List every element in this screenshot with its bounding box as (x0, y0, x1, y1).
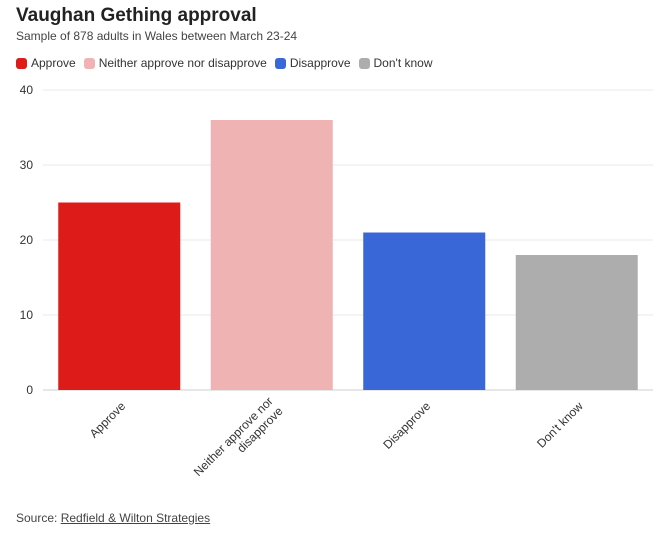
legend-swatch (274, 57, 286, 69)
x-tick-label-line: Don't know (534, 399, 586, 451)
y-tick-label: 30 (20, 158, 34, 172)
x-tick-label: Don't know (534, 399, 586, 451)
bar (58, 202, 181, 390)
legend-swatch (358, 57, 370, 69)
y-axis: 0 10 20 30 40 (20, 83, 34, 397)
y-tick-label: 20 (20, 233, 34, 247)
bar (210, 120, 333, 390)
chart-title: Vaughan Gething approval (16, 5, 257, 26)
x-tick-label-line: Neither approve nor (191, 394, 276, 479)
source-link[interactable]: Redfield & Wilton Strategies (60, 511, 211, 525)
x-tick-label: Neither approve nordisapprove (191, 394, 286, 489)
x-tick-label: Disapprove (380, 399, 433, 452)
legend-swatch (16, 57, 27, 69)
legend-label: Neither approve nor disapprove (98, 56, 267, 70)
legend-item: Approve (16, 56, 76, 70)
legend: Approve Neither approve nor disapprove Dis… (16, 56, 433, 70)
y-tick-label: 0 (26, 383, 33, 397)
legend-label: Don't know (373, 56, 433, 70)
legend-label: Disapprove (289, 56, 351, 70)
source-note: Source: Redfield & Wilton Strategies (16, 511, 210, 525)
legend-item: Neither approve nor disapprove (83, 56, 267, 70)
legend-swatch (83, 57, 95, 69)
x-tick-label-line: Disapprove (380, 399, 433, 452)
chart-subtitle: Sample of 878 adults in Wales between Ma… (16, 29, 298, 43)
legend-item: Disapprove (274, 56, 351, 70)
bar (363, 232, 486, 390)
y-tick-label: 10 (20, 308, 34, 322)
bars (58, 120, 638, 390)
source-prefix: Source: (16, 511, 61, 525)
x-axis: Approve Neither approve nordisapprove Disa… (87, 394, 586, 489)
legend-item: Don't know (358, 56, 433, 70)
x-tick-label: Approve (87, 399, 129, 441)
y-tick-label: 40 (20, 83, 34, 97)
legend-label: Approve (31, 56, 76, 70)
bar (515, 255, 638, 390)
x-tick-label-line: Approve (87, 399, 129, 441)
